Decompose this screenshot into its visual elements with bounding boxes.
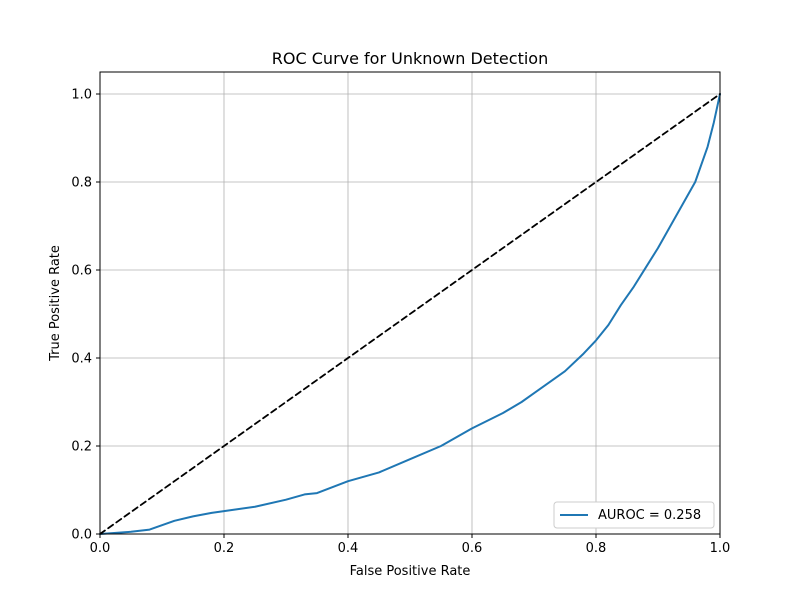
series-layer: [99, 93, 721, 535]
y-tick-label: 0.6: [71, 264, 92, 279]
legend-label: AUROC = 0.258: [598, 508, 701, 523]
y-tick-label: 0.4: [71, 352, 92, 367]
plot-frame: [99, 71, 721, 535]
chance-diagonal-line: [99, 93, 721, 535]
chart-title: ROC Curve for Unknown Detection: [272, 49, 548, 68]
roc-curve-line: [99, 93, 721, 535]
y-tick-label: 0.2: [71, 440, 92, 455]
x-tick-label: 1.0: [710, 541, 731, 556]
x-tick-label: 0.6: [462, 541, 483, 556]
y-axis-label: True Positive Rate: [48, 245, 63, 362]
x-tick-label: 0.8: [586, 541, 607, 556]
grid-layer: [99, 72, 721, 535]
x-axis-label: False Positive Rate: [350, 564, 471, 579]
ticks-layer: 0.0 0.2 0.4 0.6 0.8 1.0 0.0 0.2 0.4 0.6 0.8 1.0: [71, 88, 730, 557]
x-tick-label: 0.0: [90, 541, 111, 556]
x-tick-label: 0.4: [338, 541, 359, 556]
y-tick-label: 1.0: [71, 88, 92, 103]
legend: AUROC = 0.258: [553, 501, 715, 529]
legend-box: [553, 501, 715, 529]
y-tick-label: 0.0: [71, 528, 92, 543]
y-tick-label: 0.8: [71, 176, 92, 191]
x-tick-label: 0.2: [214, 541, 235, 556]
